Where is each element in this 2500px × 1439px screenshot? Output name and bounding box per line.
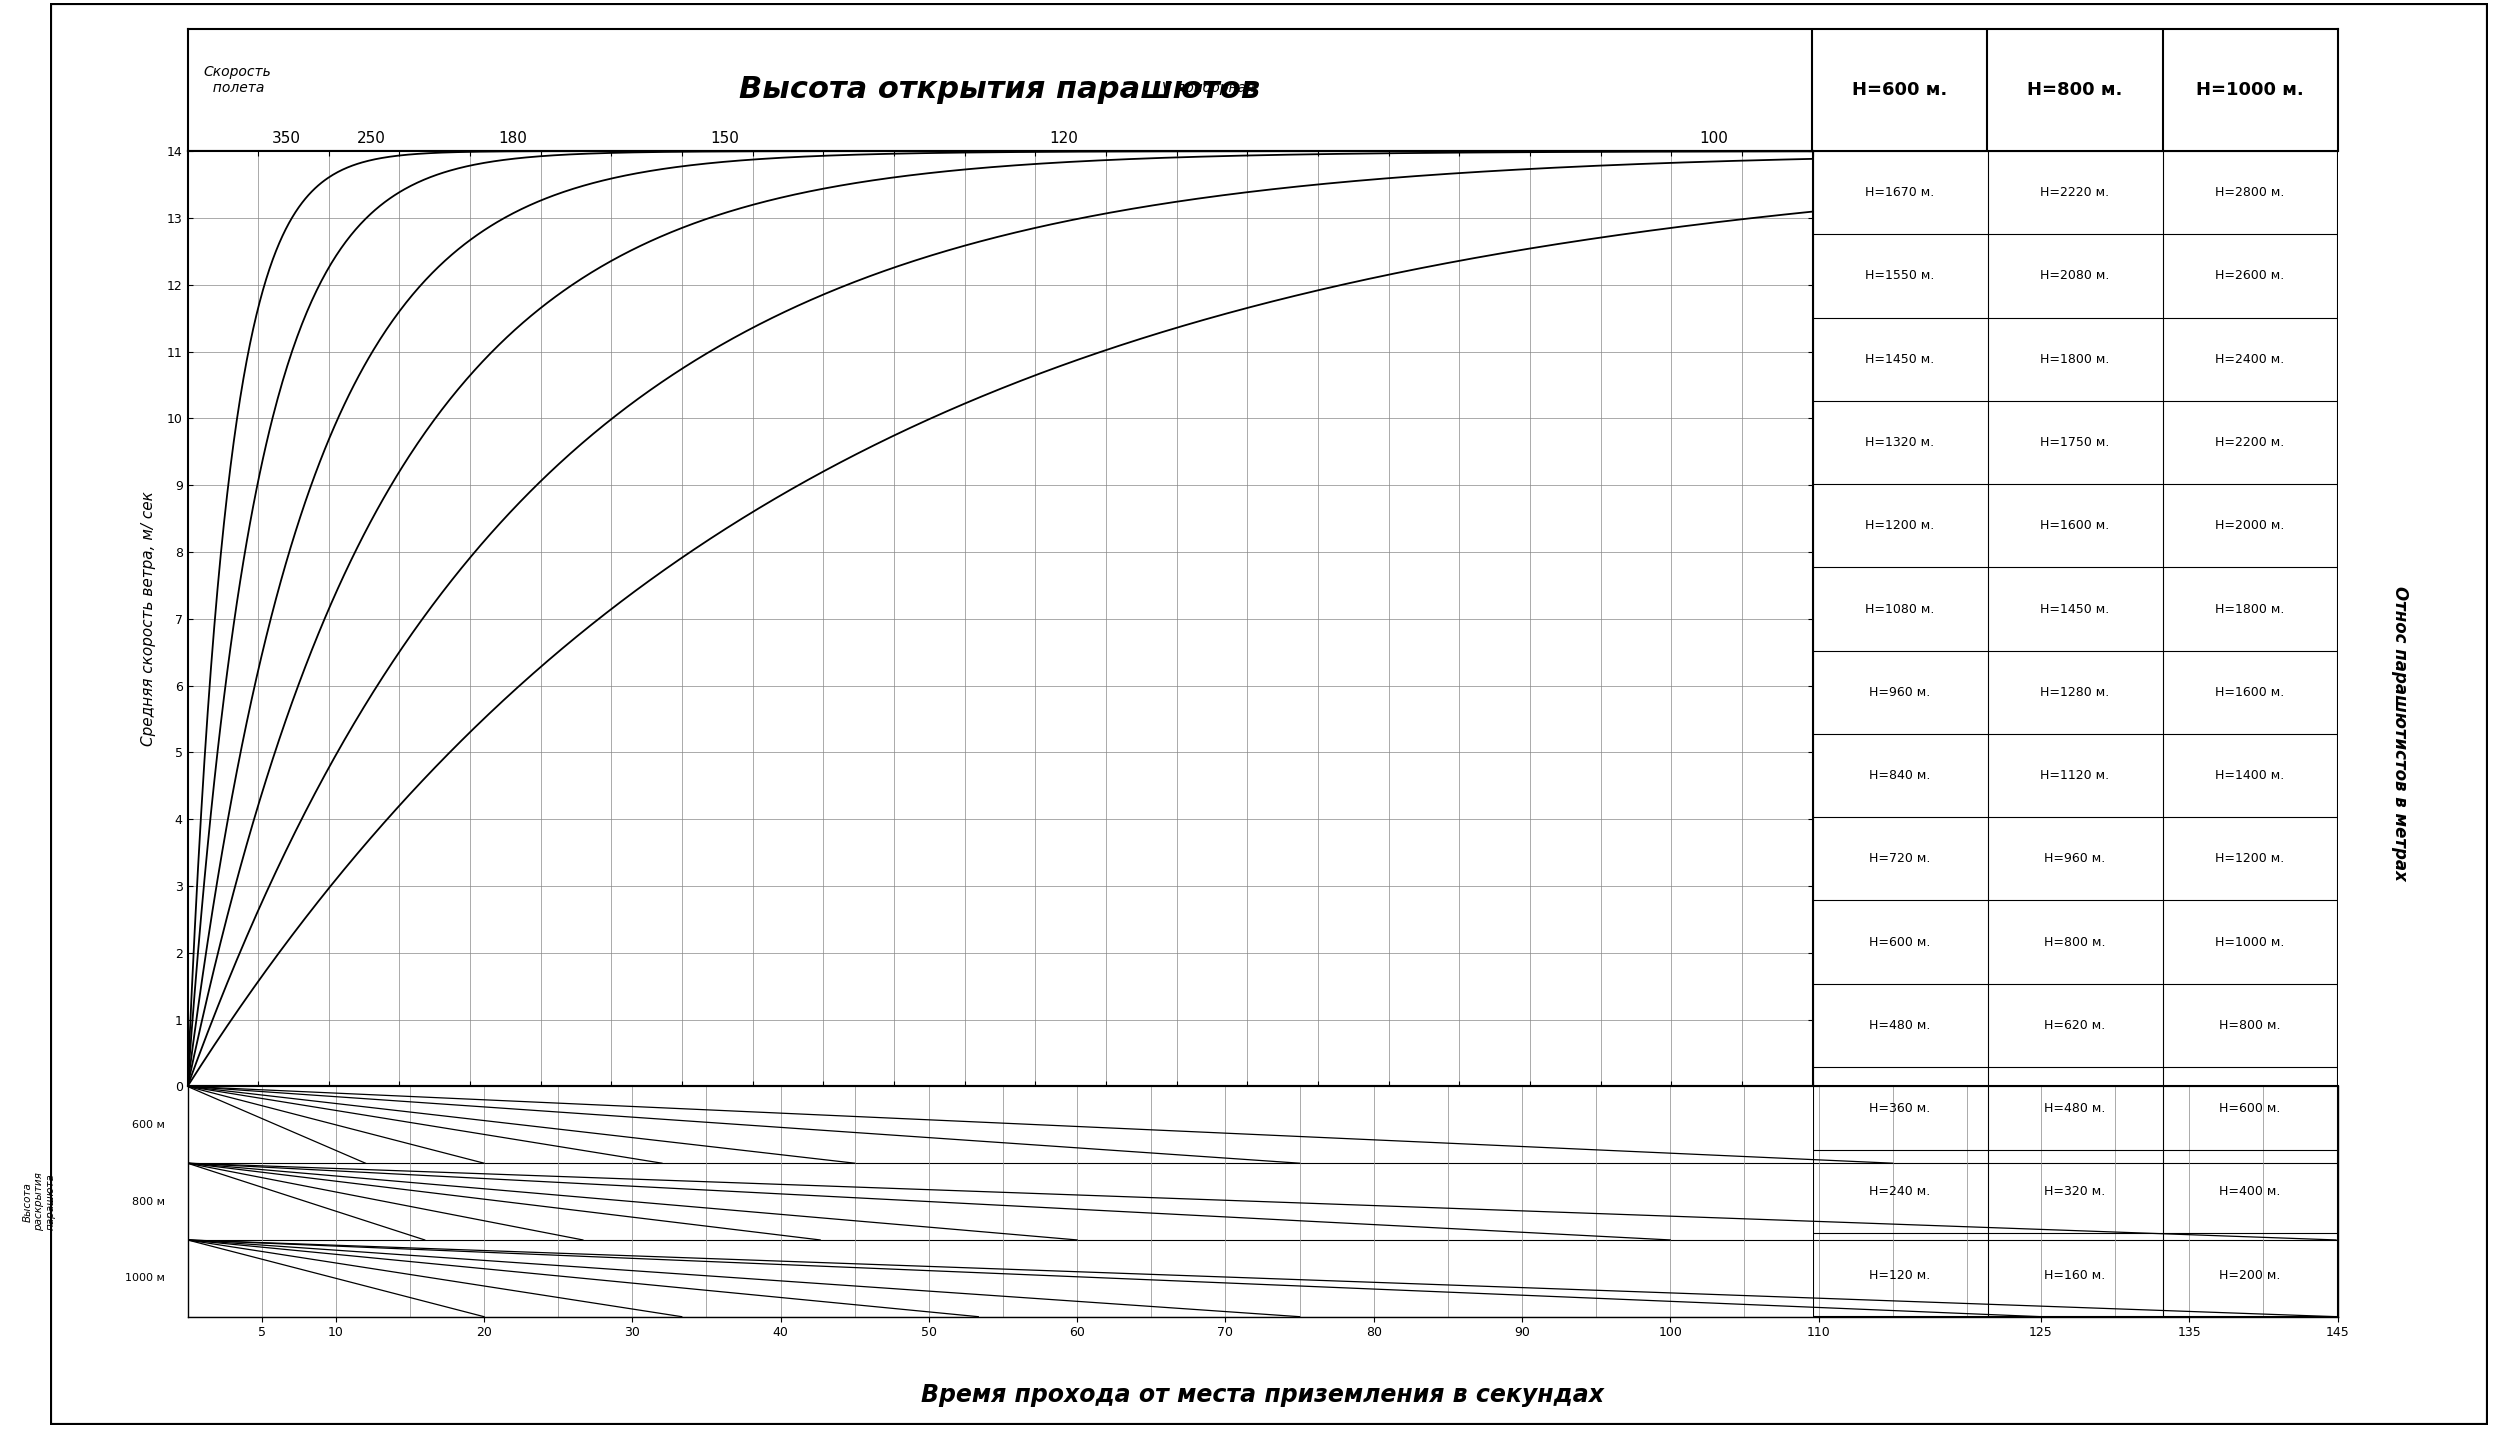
Text: H=120 м.: H=120 м. xyxy=(1870,1269,1930,1282)
Text: 600 м: 600 м xyxy=(132,1120,165,1130)
Text: H=600 м.: H=600 м. xyxy=(2220,1102,2280,1115)
Text: H=1670 м.: H=1670 м. xyxy=(1865,186,1935,199)
Text: H=1750 м.: H=1750 м. xyxy=(2040,436,2110,449)
Text: H=960 м.: H=960 м. xyxy=(2045,852,2105,865)
Text: H=1550 м.: H=1550 м. xyxy=(1865,269,1935,282)
Text: H=320 м.: H=320 м. xyxy=(2045,1186,2105,1199)
Text: H=2800 м.: H=2800 м. xyxy=(2215,186,2285,199)
Text: H=400 м.: H=400 м. xyxy=(2220,1186,2280,1199)
Text: H=1000 м.: H=1000 м. xyxy=(2195,81,2305,99)
Text: H=960 м.: H=960 м. xyxy=(1870,686,1930,699)
Text: H=1000 м.: H=1000 м. xyxy=(2215,935,2285,948)
Text: Относ парашютистов в метрах: Относ парашютистов в метрах xyxy=(2390,587,2410,881)
Text: H=2400 м.: H=2400 м. xyxy=(2215,353,2285,366)
Text: H=1200 м.: H=1200 м. xyxy=(2215,852,2285,865)
Text: H=800 м.: H=800 м. xyxy=(2220,1019,2280,1032)
Text: H=1800 м.: H=1800 м. xyxy=(2040,353,2110,366)
Text: H=2220 м.: H=2220 м. xyxy=(2040,186,2110,199)
Text: H=360 м.: H=360 м. xyxy=(1870,1102,1930,1115)
Text: Высота
раскрытия
парашюта: Высота раскрытия парашюта xyxy=(22,1173,55,1230)
Text: 800 м: 800 м xyxy=(132,1197,165,1206)
Text: H=200 м.: H=200 м. xyxy=(2220,1269,2280,1282)
Text: H=800 м.: H=800 м. xyxy=(2028,81,2122,99)
Text: 350: 350 xyxy=(272,131,300,145)
Text: 100: 100 xyxy=(1700,131,1728,145)
Text: Высота открытия парашютов: Высота открытия парашютов xyxy=(740,75,1260,105)
Text: Скорость
  полета: Скорость полета xyxy=(205,65,272,95)
Text: H=1200 м.: H=1200 м. xyxy=(1865,519,1935,532)
Text: H=480 м.: H=480 м. xyxy=(1870,1019,1930,1032)
Text: H=1450 м.: H=1450 м. xyxy=(2040,603,2110,616)
Text: 150: 150 xyxy=(710,131,740,145)
Text: H=480 м.: H=480 м. xyxy=(2045,1102,2105,1115)
Text: H=600 м.: H=600 м. xyxy=(1852,81,1948,99)
Text: 250: 250 xyxy=(357,131,385,145)
Text: H=1400 м.: H=1400 м. xyxy=(2215,768,2285,781)
Text: H=1800 м.: H=1800 м. xyxy=(2215,603,2285,616)
Text: H=1320 м.: H=1320 м. xyxy=(1865,436,1935,449)
Text: H=2600 м.: H=2600 м. xyxy=(2215,269,2285,282)
Text: H=720 м.: H=720 м. xyxy=(1870,852,1930,865)
Text: H=160 м.: H=160 м. xyxy=(2045,1269,2105,1282)
Text: H=1450 м.: H=1450 м. xyxy=(1865,353,1935,366)
Text: H=2200 м.: H=2200 м. xyxy=(2215,436,2285,449)
Text: 1000 м: 1000 м xyxy=(125,1274,165,1284)
Text: H=2000 м.: H=2000 м. xyxy=(2215,519,2285,532)
Y-axis label: Средняя скорость ветра, м/ сек: Средняя скорость ветра, м/ сек xyxy=(140,491,155,747)
Text: H=600 м.: H=600 м. xyxy=(1870,935,1930,948)
Text: 180: 180 xyxy=(498,131,528,145)
Text: H=1600 м.: H=1600 м. xyxy=(2040,519,2110,532)
Text: H=1120 м.: H=1120 м. xyxy=(2040,768,2110,781)
Text: H=240 м.: H=240 м. xyxy=(1870,1186,1930,1199)
Text: V приборная: V приборная xyxy=(1162,81,1255,95)
Text: Время прохода от места приземления в секундах: Время прохода от места приземления в сек… xyxy=(920,1383,1605,1407)
Text: H=1280 м.: H=1280 м. xyxy=(2040,686,2110,699)
Text: H=620 м.: H=620 м. xyxy=(2045,1019,2105,1032)
Text: H=840 м.: H=840 м. xyxy=(1870,768,1930,781)
Text: H=1080 м.: H=1080 м. xyxy=(1865,603,1935,616)
Text: H=800 м.: H=800 м. xyxy=(2045,935,2105,948)
Text: H=1600 м.: H=1600 м. xyxy=(2215,686,2285,699)
Text: 120: 120 xyxy=(1050,131,1078,145)
Text: H=2080 м.: H=2080 м. xyxy=(2040,269,2110,282)
